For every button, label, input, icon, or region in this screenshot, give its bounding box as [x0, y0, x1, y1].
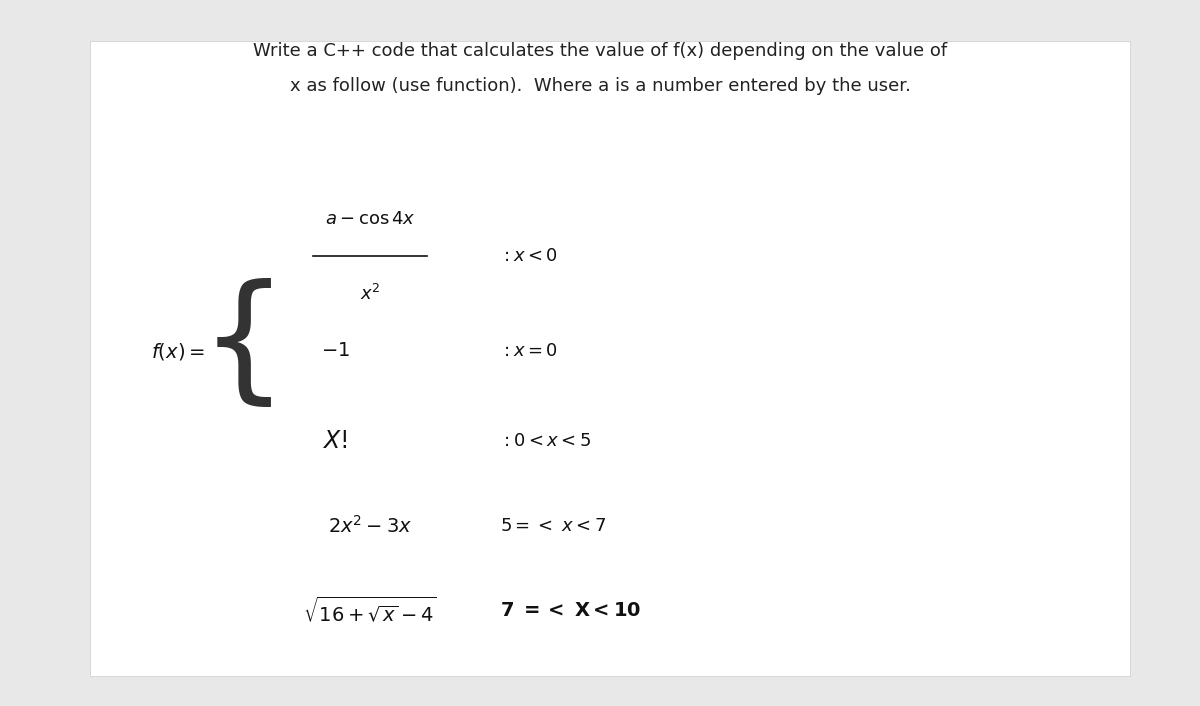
Text: $x^{2}$: $x^{2}$: [360, 284, 380, 304]
Text: $5{=<}\ x < 7$: $5{=<}\ x < 7$: [500, 517, 606, 535]
Text: $X!$: $X!$: [323, 429, 348, 453]
Text: $-1$: $-1$: [320, 342, 349, 361]
Text: $2x^{2}-3x$: $2x^{2}-3x$: [328, 515, 412, 537]
Text: $\mathbf{7\ {=<}\ X < 10}$: $\mathbf{7\ {=<}\ X < 10}$: [500, 602, 641, 621]
Text: $\{$: $\{$: [198, 279, 271, 413]
Text: x as follow (use function).  Where a is a number entered by the user.: x as follow (use function). Where a is a…: [289, 77, 911, 95]
Text: $f(x) =$: $f(x) =$: [151, 340, 205, 361]
Text: $: 0 < x < 5$: $: 0 < x < 5$: [500, 432, 592, 450]
Text: $: x < 0$: $: x < 0$: [500, 247, 558, 265]
Text: Write a C++ code that calculates the value of f(x) depending on the value of: Write a C++ code that calculates the val…: [253, 42, 947, 60]
FancyBboxPatch shape: [90, 41, 1130, 676]
Text: $a-\cos 4x$: $a-\cos 4x$: [325, 210, 415, 228]
Text: $: x = 0$: $: x = 0$: [500, 342, 558, 360]
Text: $\sqrt{16+\sqrt{x}-4}$: $\sqrt{16+\sqrt{x}-4}$: [304, 596, 437, 626]
